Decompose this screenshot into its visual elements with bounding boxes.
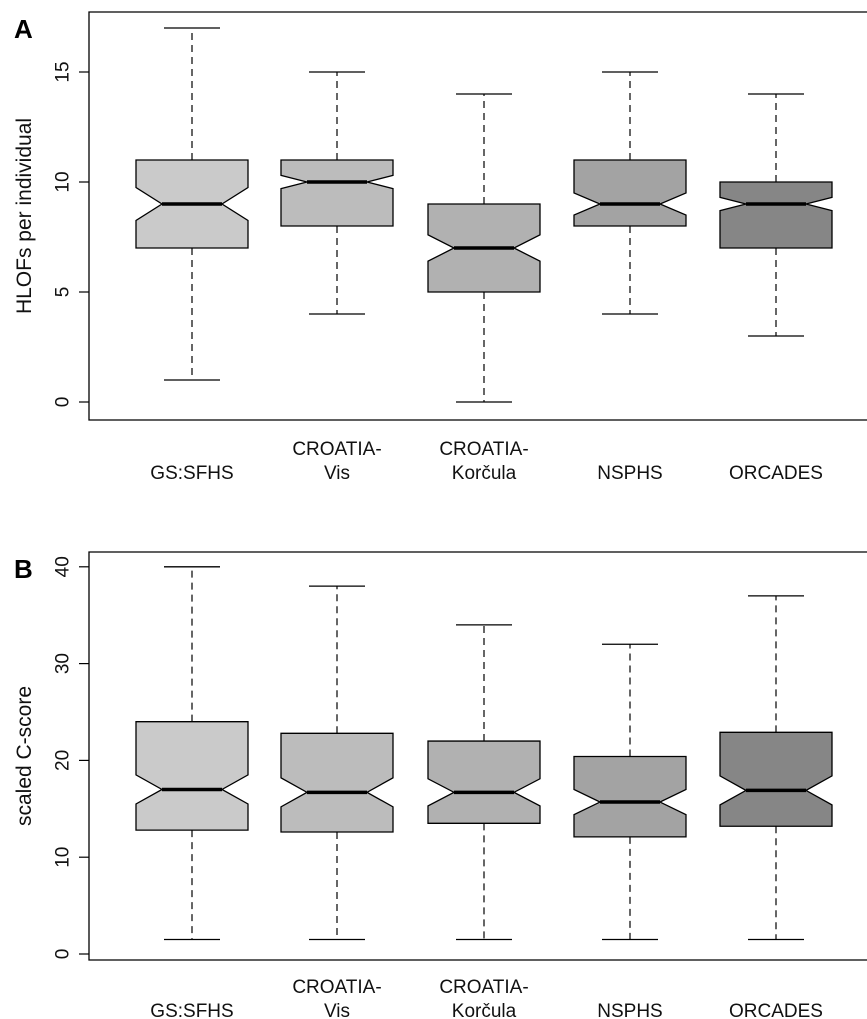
y-tick-label: 30: [53, 653, 74, 674]
category-label: GS:SFHS: [150, 463, 233, 484]
y-tick-label: 0: [53, 949, 74, 960]
box-group: [427, 624, 541, 941]
box-body: [573, 755, 687, 838]
y-tick-label: 15: [53, 61, 74, 82]
panel-a: A HLOFs per individual 0 5 10 15 GS:SFHS CROATI…: [13, 11, 867, 484]
box-body: [280, 159, 394, 227]
box-group: [135, 27, 249, 381]
box-body: [280, 732, 394, 833]
y-tick-label: 20: [53, 750, 74, 771]
category-label: NSPHS: [597, 1001, 662, 1019]
category-label: ORCADES: [729, 1001, 823, 1019]
category-label: Korčula: [452, 1001, 517, 1019]
y-tick-label: 0: [53, 397, 74, 408]
y-tick-label: 5: [53, 287, 74, 298]
category-label: CROATIA-: [292, 439, 381, 460]
category-label: CROATIA-: [439, 439, 528, 460]
box-group: [135, 566, 249, 941]
y-axis-title: scaled C-score: [13, 686, 36, 826]
y-tick-label: 40: [53, 556, 74, 577]
category-label: Vis: [324, 1001, 350, 1019]
box-body: [135, 721, 249, 831]
box-group: [719, 595, 833, 941]
box-group: [573, 71, 687, 315]
plot-frame: [88, 551, 867, 961]
category-label: GS:SFHS: [150, 1001, 233, 1019]
box-body: [427, 740, 541, 824]
y-tick-label: 10: [53, 847, 74, 868]
category-label: ORCADES: [729, 463, 823, 484]
plot-frame: [88, 11, 867, 421]
y-tick-label: 10: [53, 171, 74, 192]
category-label: Vis: [324, 463, 350, 484]
box-body: [573, 159, 687, 227]
panel-letter: B: [14, 554, 33, 584]
box-group: [427, 93, 541, 403]
box-group: [719, 93, 833, 337]
category-label: CROATIA-: [439, 977, 528, 998]
category-label: NSPHS: [597, 463, 662, 484]
panel-letter: A: [14, 14, 33, 44]
box-group: [573, 643, 687, 941]
box-group: [280, 71, 394, 315]
category-label: CROATIA-: [292, 977, 381, 998]
y-axis-title: HLOFs per individual: [13, 118, 36, 314]
box-body: [719, 181, 833, 249]
box-body: [719, 731, 833, 827]
box-group: [280, 585, 394, 941]
category-label: Korčula: [452, 463, 517, 484]
